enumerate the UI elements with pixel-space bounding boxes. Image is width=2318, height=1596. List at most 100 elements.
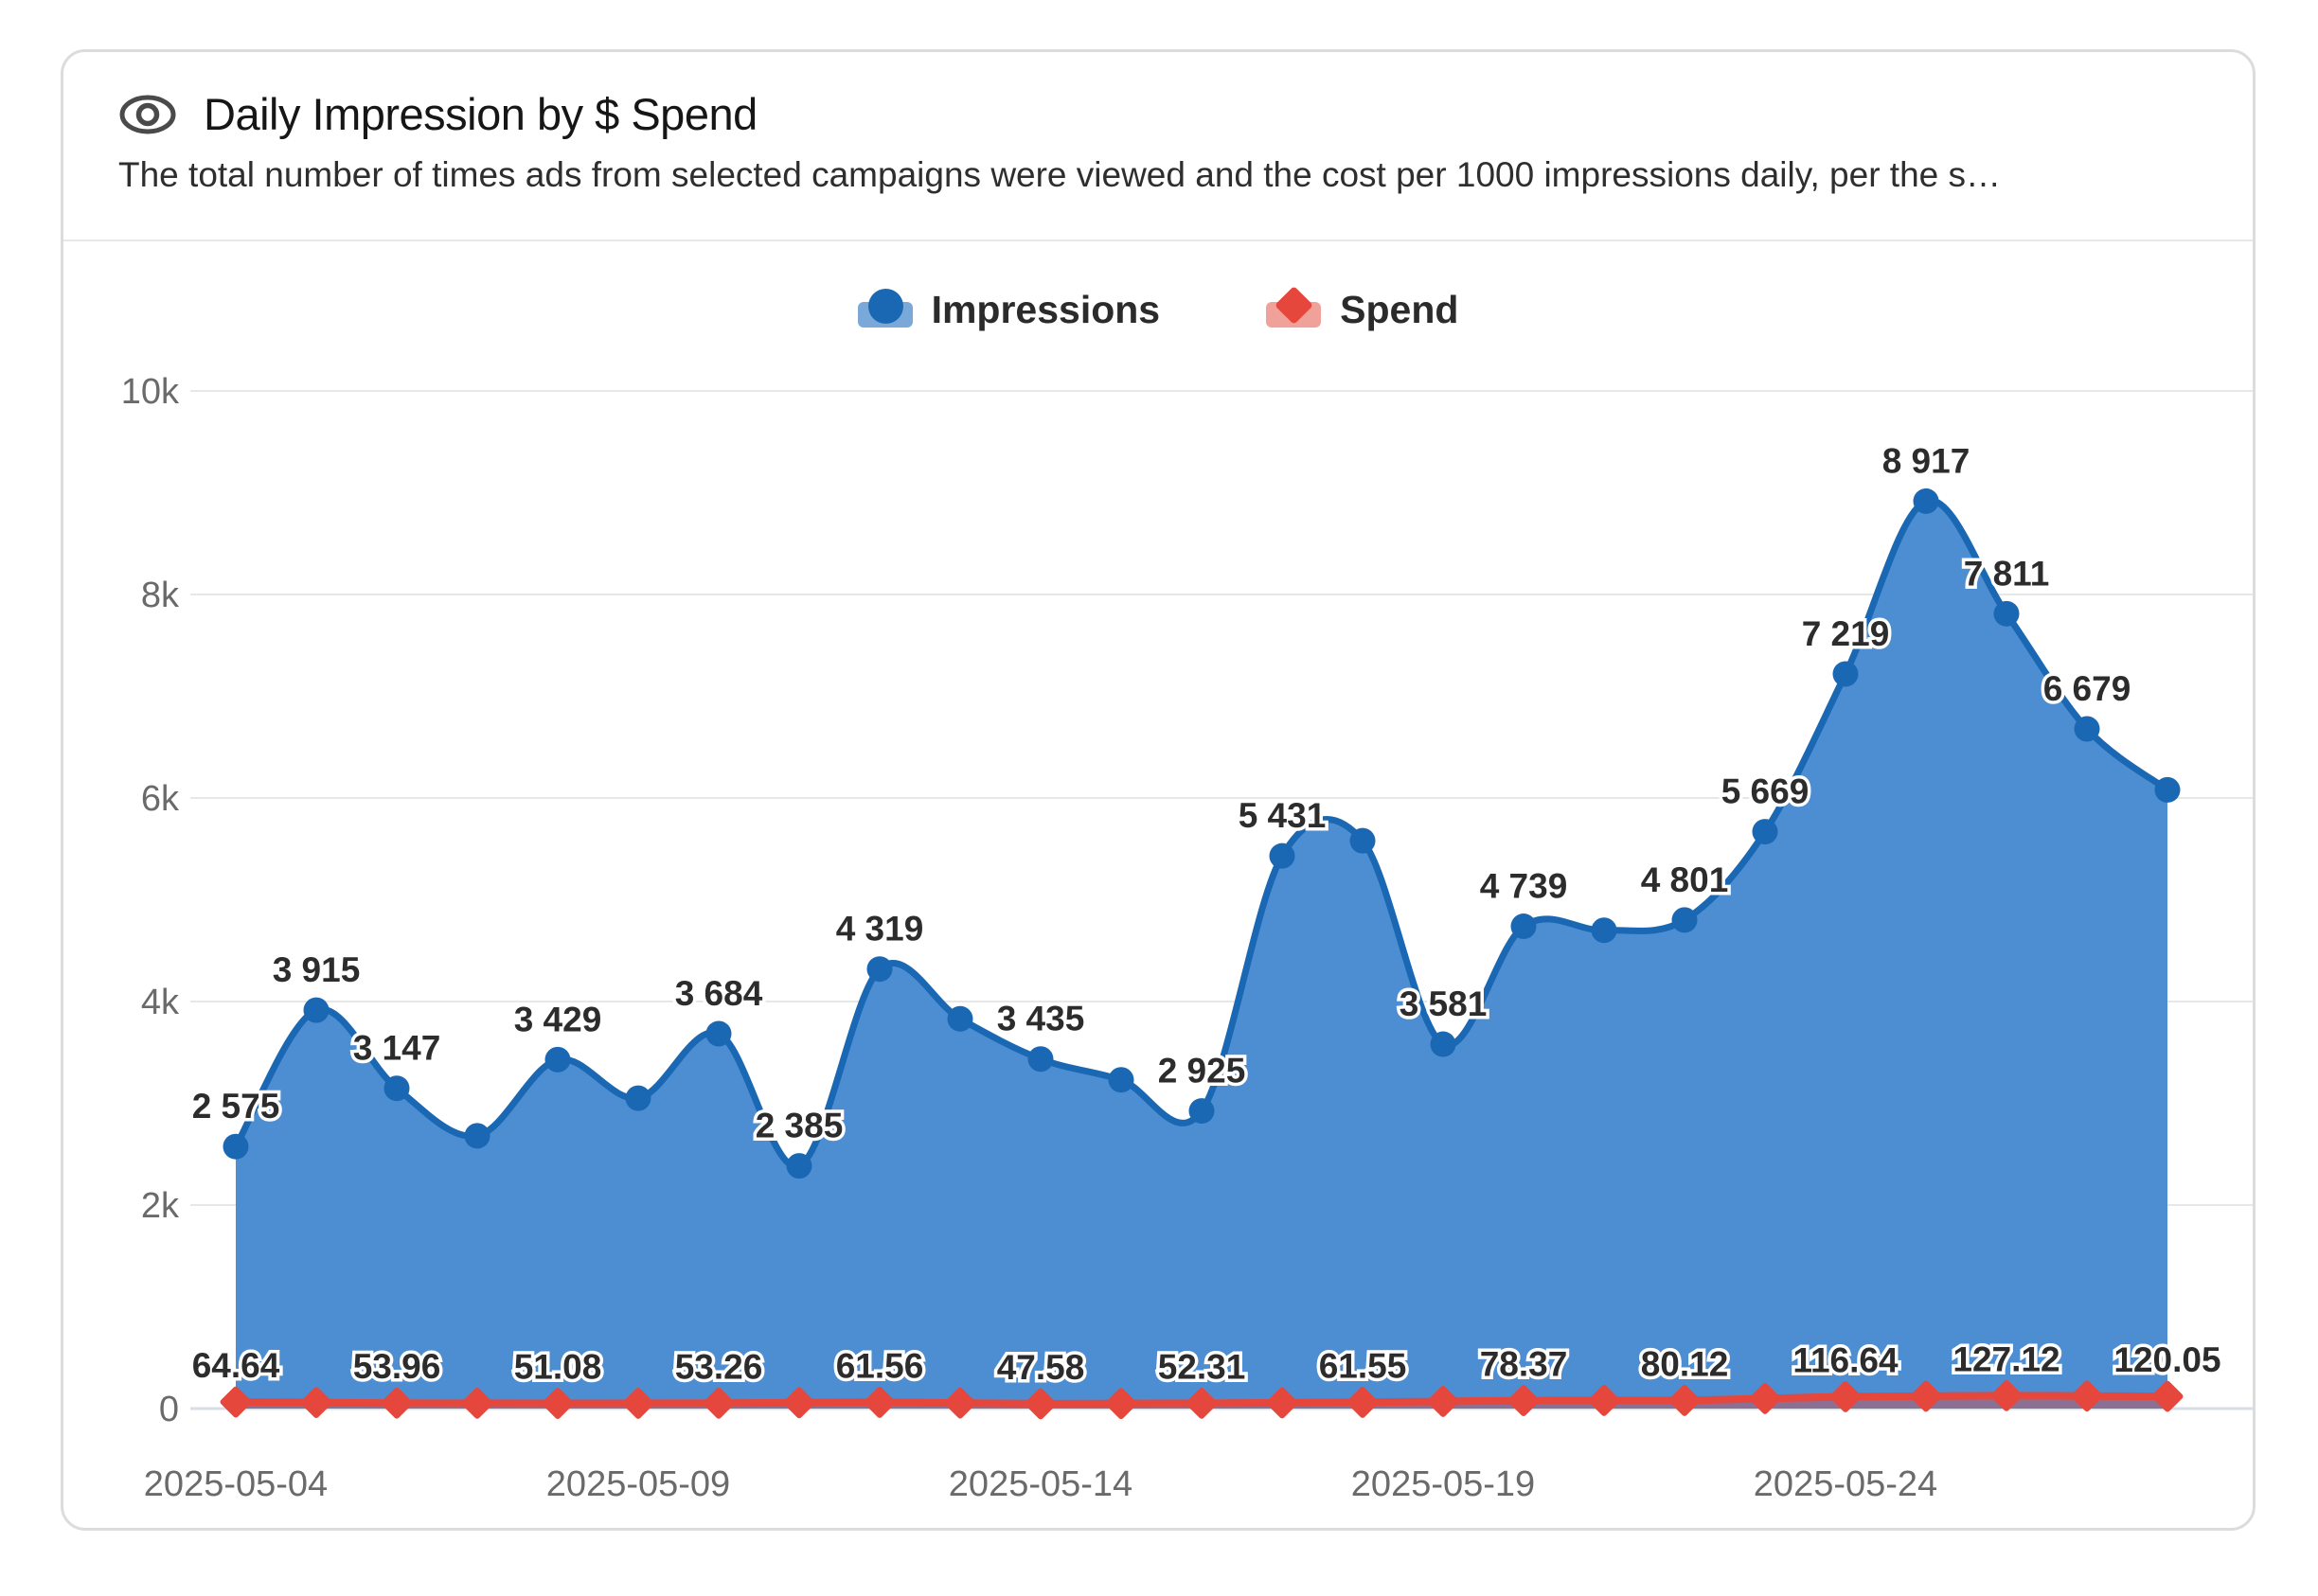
spend-point[interactable] [1828, 1380, 1862, 1413]
spend-value-label: 80.12 [1641, 1344, 1729, 1383]
impressions-value-label: 3 429 [514, 1000, 602, 1038]
y-axis-label: 0 [159, 1390, 179, 1429]
impressions-point[interactable] [2154, 776, 2181, 803]
y-axis-label: 10k [121, 372, 180, 412]
impressions-point[interactable] [866, 956, 893, 983]
spend-point[interactable] [2070, 1379, 2103, 1412]
impressions-value-label: 3 684 [675, 974, 763, 1013]
impressions-point[interactable] [1671, 907, 1698, 933]
spend-value-label: 64.64 [192, 1346, 280, 1385]
spend-point[interactable] [1024, 1387, 1057, 1420]
spend-point[interactable] [1989, 1379, 2023, 1412]
spend-point[interactable] [1748, 1382, 1781, 1415]
eye-icon [116, 90, 179, 139]
impressions-value-label: 3 147 [353, 1029, 441, 1068]
x-axis-label: 2025-05-19 [1351, 1464, 1535, 1504]
spend-value-label: 53.26 [675, 1347, 763, 1386]
impressions-point[interactable] [1269, 842, 1295, 869]
header-divider [63, 239, 2253, 241]
impressions-point[interactable] [383, 1075, 410, 1102]
spend-value-label: 51.08 [514, 1348, 602, 1387]
spend-point[interactable] [702, 1387, 735, 1420]
impressions-point[interactable] [1591, 917, 1617, 944]
impressions-point[interactable] [1430, 1031, 1456, 1057]
spend-value-label: 53.96 [353, 1347, 441, 1386]
y-axis-label: 4k [141, 983, 180, 1022]
y-axis-label: 6k [141, 779, 180, 819]
impressions-value-label: 4 319 [836, 910, 924, 949]
chart-card: Daily Impression by $ Spend The total nu… [61, 49, 2256, 1531]
spend-point[interactable] [1667, 1384, 1701, 1417]
impressions-point[interactable] [1993, 600, 2020, 627]
title-row: Daily Impression by $ Spend [116, 88, 2200, 140]
impressions-legend-marker-icon [857, 289, 913, 330]
impressions-point[interactable] [223, 1133, 249, 1160]
chart-subtitle: The total number of times ads from selec… [118, 155, 2002, 194]
spend-point[interactable] [1346, 1386, 1379, 1419]
impressions-point[interactable] [1913, 488, 1939, 514]
legend: Impressions Spend [63, 275, 2253, 344]
legend-item-impressions[interactable]: Impressions [857, 287, 1161, 332]
impressions-value-label: 5 669 [1721, 772, 1810, 811]
chart-title: Daily Impression by $ Spend [204, 89, 758, 139]
impressions-point[interactable] [1027, 1046, 1054, 1073]
legend-label-spend: Spend [1340, 287, 1459, 331]
spend-value-label: 127.12 [1952, 1339, 2059, 1378]
impressions-value-label: 3 915 [273, 950, 361, 989]
impressions-point[interactable] [1832, 661, 1859, 687]
impressions-point[interactable] [625, 1085, 651, 1111]
spend-point[interactable] [782, 1386, 815, 1419]
impressions-point[interactable] [1108, 1067, 1134, 1093]
impressions-value-label: 6 679 [2043, 669, 2131, 708]
spend-point[interactable] [1507, 1384, 1540, 1417]
spend-point[interactable] [541, 1387, 574, 1420]
y-axis-label: 8k [141, 576, 180, 615]
spend-point[interactable] [219, 1385, 252, 1418]
legend-label-impressions: Impressions [931, 287, 1161, 331]
impressions-value-label: 4 801 [1641, 860, 1729, 899]
impressions-point[interactable] [1349, 827, 1376, 854]
impressions-point[interactable] [544, 1046, 571, 1073]
spend-legend-marker-icon [1266, 285, 1322, 330]
impressions-value-label: 2 575 [192, 1087, 280, 1126]
spend-point[interactable] [1426, 1385, 1459, 1418]
impressions-area [236, 500, 2167, 1409]
spend-point[interactable] [460, 1387, 493, 1420]
spend-point[interactable] [380, 1387, 413, 1420]
legend-item-spend[interactable]: Spend [1266, 285, 1459, 332]
impressions-point[interactable] [1510, 913, 1537, 940]
impressions-value-label: 3 581 [1400, 984, 1488, 1023]
spend-point[interactable] [1185, 1387, 1218, 1420]
impressions-point[interactable] [464, 1123, 490, 1149]
x-axis-label: 2025-05-09 [546, 1464, 730, 1504]
impressions-point[interactable] [705, 1020, 732, 1047]
impressions-point[interactable] [303, 997, 330, 1023]
impressions-value-label: 8 917 [1882, 441, 1970, 480]
spend-value-label: 116.64 [1792, 1340, 1899, 1379]
spend-value-label: 61.56 [836, 1346, 924, 1385]
spend-point[interactable] [1265, 1386, 1298, 1419]
spend-point[interactable] [1587, 1384, 1620, 1417]
impressions-value-label: 3 435 [997, 1000, 1085, 1038]
impressions-value-label: 2 385 [756, 1107, 844, 1145]
plot-svg[interactable]: 0 2k 4k 6k 8k 10k 2025-05-04 2025-05-09 2025-05-… [63, 52, 2258, 1534]
spend-point[interactable] [1909, 1379, 1942, 1412]
spend-point[interactable] [1104, 1387, 1137, 1420]
spend-point[interactable] [863, 1386, 896, 1419]
impressions-point[interactable] [786, 1153, 812, 1179]
x-axis-label: 2025-05-24 [1754, 1464, 1937, 1504]
spend-point[interactable] [2150, 1379, 2184, 1412]
impressions-value-label: 7 811 [1964, 554, 2050, 593]
spend-point[interactable] [943, 1386, 976, 1419]
spend-point[interactable] [621, 1387, 654, 1420]
impressions-value-label: 4 739 [1480, 867, 1568, 906]
impressions-value-label: 7 219 [1802, 614, 1890, 653]
impressions-point[interactable] [947, 1005, 973, 1032]
spend-value-label: 47.58 [997, 1348, 1085, 1387]
impressions-value-label: 5 431 [1239, 796, 1327, 835]
impressions-value-label: 2 925 [1158, 1052, 1246, 1091]
impressions-point[interactable] [1188, 1098, 1215, 1125]
impressions-point[interactable] [1752, 819, 1778, 845]
impressions-point[interactable] [2074, 716, 2100, 742]
spend-point[interactable] [299, 1386, 332, 1419]
